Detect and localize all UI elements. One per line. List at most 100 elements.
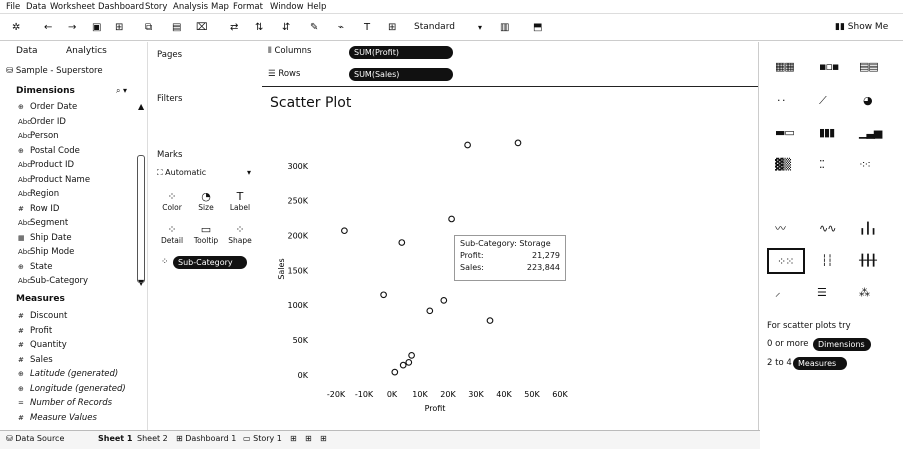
field-row-id[interactable]: # Row ID	[18, 204, 60, 214]
new-story-tab-icon[interactable]: ⊞	[320, 434, 327, 443]
pie-chart-icon[interactable]: ◕	[863, 94, 873, 107]
scatter-point[interactable]	[405, 359, 413, 366]
scatter-point[interactable]	[448, 215, 455, 223]
menu-story[interactable]: Story	[145, 2, 168, 12]
field-sales[interactable]: # Sales	[18, 355, 53, 365]
menu-file[interactable]: File	[6, 2, 21, 12]
bullet-graph-icon[interactable]: ☰	[817, 286, 827, 299]
cards-icon[interactable]: ▥	[500, 22, 510, 33]
scatter-point[interactable]	[391, 368, 399, 376]
tab-dashboard-1[interactable]: ⊞ Dashboard 1	[176, 434, 237, 443]
scatter-point[interactable]	[464, 141, 471, 149]
side-by-side-bars-icon[interactable]: ▁▃▅	[859, 126, 882, 139]
menu-window[interactable]: Window	[270, 2, 304, 12]
dual-lines-icon[interactable]: ╻┃╻	[859, 222, 877, 235]
text-table-icon[interactable]: ▦▦	[775, 60, 795, 73]
field-measure-values[interactable]: # Measure Values	[18, 413, 97, 423]
clear-icon[interactable]: ⌧	[196, 22, 208, 33]
shape-button[interactable]: ⁘ Shape	[223, 223, 257, 245]
scatter-point[interactable]	[486, 317, 494, 324]
menu-map[interactable]: Map	[211, 2, 229, 12]
duplicate-icon[interactable]: ▤	[172, 22, 182, 33]
datasource-item[interactable]: ⛁ Sample - Superstore	[6, 66, 103, 76]
tab-sheet-1[interactable]: Sheet 1	[98, 434, 133, 443]
scatter-point[interactable]	[440, 297, 448, 304]
save-icon[interactable]: ▣	[92, 22, 102, 33]
menu-format[interactable]: Format	[233, 2, 263, 12]
detail-button[interactable]: ⁘ Detail	[155, 223, 189, 245]
field-product-id[interactable]: AbcProduct ID	[18, 160, 75, 170]
side-by-side-circles-icon[interactable]: ⁖⁖	[859, 158, 871, 171]
fit-select[interactable]: Standard	[414, 22, 455, 32]
group-icon[interactable]: ⌁	[338, 22, 345, 33]
field-longitude[interactable]: ⊕ Longitude (generated)	[18, 384, 126, 394]
menu-analysis[interactable]: Analysis	[173, 2, 209, 12]
tooltip-button[interactable]: ▭ Tooltip	[189, 223, 223, 245]
card-drop-zone[interactable]	[137, 155, 145, 283]
horizontal-bars-icon[interactable]: ▬▭	[775, 126, 795, 139]
field-region[interactable]: AbcRegion	[18, 189, 60, 199]
field-number-of-records[interactable]: = Number of Records	[18, 398, 113, 408]
field-sub-category[interactable]: AbcSub-Category	[18, 276, 89, 286]
scroll-up-icon[interactable]: ▲	[138, 102, 145, 111]
presentation-icon[interactable]: ⬒	[533, 22, 543, 33]
tab-data-source[interactable]: ⛁ Data Source	[6, 434, 65, 443]
gantt-icon[interactable]: ⸝	[775, 286, 780, 299]
new-datasource-icon[interactable]: ⊞	[115, 22, 124, 33]
field-postal-code[interactable]: ⊕ Postal Code	[18, 146, 80, 156]
menu-dashboard[interactable]: Dashboard	[98, 2, 145, 12]
tab-sheet-2[interactable]: Sheet 2	[137, 434, 168, 443]
symbol-map-icon[interactable]: · ·	[777, 94, 785, 107]
tab-data[interactable]: Data	[16, 46, 38, 56]
scatter-point[interactable]	[426, 307, 434, 315]
field-segment[interactable]: AbcSegment	[18, 218, 69, 228]
rows-pill-sum-sales[interactable]: SUM(Sales)	[349, 68, 453, 81]
menu-help[interactable]: Help	[307, 2, 327, 12]
swap-icon[interactable]: ⇄	[230, 22, 239, 33]
field-order-date[interactable]: ⊕ Order Date	[18, 102, 78, 112]
packed-bubbles-icon[interactable]: ⁂	[859, 286, 870, 299]
field-order-id[interactable]: AbcOrder ID	[18, 117, 66, 127]
heat-map-icon[interactable]: ▪▫▪	[819, 60, 839, 73]
filled-map-icon[interactable]: ⟋	[819, 94, 827, 107]
histogram-icon[interactable]: ┆┆	[821, 254, 833, 267]
circle-views-icon[interactable]: ⁚⁚	[819, 158, 825, 171]
lines-continuous-icon[interactable]: 〰	[775, 222, 786, 235]
search-icon[interactable]: ⌕ ▾	[116, 86, 128, 95]
sort-desc-icon[interactable]: ⇵	[282, 22, 291, 33]
tableau-logo-icon[interactable]: ✲	[12, 22, 21, 33]
menu-data[interactable]: Data	[26, 2, 47, 12]
new-worksheet-icon[interactable]: ⧉	[145, 22, 153, 33]
sort-asc-icon[interactable]: ⇅	[255, 22, 264, 33]
detail-pill-sub-category[interactable]: Sub-Category	[173, 256, 247, 269]
scatter-plot[interactable]: 0K 50K 100K 150K 200K 250K 300K -20K -10K 0K 10K 20…	[262, 112, 758, 428]
scatter-point[interactable]	[399, 361, 407, 369]
scatter-point[interactable]	[408, 352, 415, 359]
new-dashboard-tab-icon[interactable]: ⊞	[305, 434, 312, 443]
labels-icon[interactable]: T	[364, 22, 371, 33]
new-worksheet-tab-icon[interactable]: ⊞	[290, 434, 297, 443]
field-quantity[interactable]: # Quantity	[18, 340, 67, 350]
fix-axes-icon[interactable]: ⊞	[388, 22, 397, 33]
undo-icon[interactable]: ←	[44, 22, 53, 33]
size-button[interactable]: ◔ Size	[189, 190, 223, 212]
columns-pill-sum-profit[interactable]: SUM(Profit)	[349, 46, 453, 59]
field-state[interactable]: ⊕ State	[18, 262, 53, 272]
box-plot-icon[interactable]: ╂╂╂	[859, 254, 877, 267]
scatter-point[interactable]	[514, 139, 522, 147]
tab-analytics[interactable]: Analytics	[66, 46, 107, 56]
highlight-table-icon[interactable]: ▤▤	[859, 60, 879, 73]
scatter-point[interactable]	[398, 239, 406, 246]
field-person[interactable]: AbcPerson	[18, 131, 59, 141]
lines-discrete-icon[interactable]: ∿∿	[819, 222, 836, 235]
field-profit[interactable]: # Profit	[18, 326, 53, 336]
stacked-bars-icon[interactable]: ▮▮▮	[819, 126, 835, 139]
color-button[interactable]: ⁘ Color	[155, 190, 189, 212]
field-ship-mode[interactable]: AbcShip Mode	[18, 247, 75, 257]
field-product-name[interactable]: AbcProduct Name	[18, 175, 91, 185]
scatter-point[interactable]	[380, 291, 387, 299]
tab-story-1[interactable]: ▭ Story 1	[243, 434, 282, 443]
show-me-button[interactable]: ▮▮ Show Me	[835, 22, 889, 32]
label-button[interactable]: T Label	[223, 190, 257, 212]
highlight-icon[interactable]: ✎	[310, 22, 319, 33]
